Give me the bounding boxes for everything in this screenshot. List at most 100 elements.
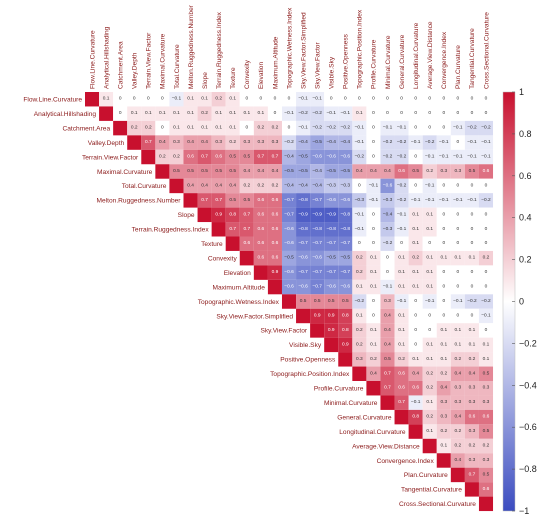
heatmap-cell xyxy=(352,222,367,237)
heatmap-cell xyxy=(408,149,423,165)
cell-value-label: 0.1 xyxy=(440,341,447,347)
heatmap-cell xyxy=(267,250,282,266)
column-label: Minimal.Curvature xyxy=(385,35,392,89)
cell-value-label: −0.3 xyxy=(383,197,393,203)
cell-value-label: 0.4 xyxy=(469,370,476,376)
color-legend: 1 0.8 0.6 0.4 0.2 0 −0.2 −0.4 −0.6 −0.8 −1 xyxy=(502,87,537,516)
cell-value-label: −0.1 xyxy=(425,154,435,160)
heatmap-cell xyxy=(464,294,479,309)
row-label: Catchment.Area xyxy=(62,125,110,132)
column-label: Catchment.Area xyxy=(117,41,124,89)
heatmap-cell xyxy=(408,409,423,425)
heatmap-cell xyxy=(253,106,268,121)
heatmap-cell xyxy=(281,135,297,150)
cell-value-label: 0 xyxy=(485,110,488,116)
cell-value-label: −0.7 xyxy=(312,197,322,203)
heatmap-cell xyxy=(281,164,297,179)
heatmap-cell xyxy=(324,236,339,251)
heatmap-cell xyxy=(197,92,212,107)
heatmap-cell xyxy=(478,438,494,454)
heatmap-cell xyxy=(408,193,423,208)
heatmap-cell xyxy=(239,92,254,107)
cell-value-label: −0.3 xyxy=(383,226,393,232)
cell-value-label: −0.1 xyxy=(383,125,393,131)
cell-value-label: 0 xyxy=(372,154,375,160)
cell-value-label: 0.9 xyxy=(272,269,279,275)
heatmap-cell xyxy=(394,323,409,338)
cell-value-label: 0.1 xyxy=(187,125,194,131)
heatmap-cell xyxy=(450,352,465,367)
cell-value-label: 0 xyxy=(471,240,474,246)
heatmap-cell xyxy=(310,323,325,338)
heatmap-cell xyxy=(450,193,465,208)
color-legend-tick-label: 0.8 xyxy=(519,129,532,139)
cell-value-label: 0.3 xyxy=(258,139,265,145)
heatmap-cell xyxy=(422,381,437,396)
heatmap-cell xyxy=(324,337,339,353)
cell-value-label: 0.1 xyxy=(469,327,476,333)
cell-value-label: −0.1 xyxy=(467,154,477,160)
heatmap-cell xyxy=(422,207,437,223)
heatmap-cell xyxy=(324,92,339,107)
column-label: General.Curvature xyxy=(399,34,406,89)
heatmap-cell xyxy=(478,366,494,381)
heatmap-cell xyxy=(324,308,339,324)
heatmap-cell xyxy=(197,135,212,150)
cell-value-label: 0.2 xyxy=(455,428,462,434)
cell-value-label: 0.5 xyxy=(483,428,490,434)
heatmap-cell xyxy=(225,106,240,121)
heatmap-cell xyxy=(450,164,465,179)
cell-value-label: −0.3 xyxy=(326,182,336,188)
cell-value-label: 0.2 xyxy=(356,341,363,347)
cell-value-label: 0 xyxy=(457,139,460,145)
cell-value-label: 0 xyxy=(386,269,389,275)
heatmap-cell xyxy=(352,265,367,280)
heatmap-cell xyxy=(338,250,353,266)
heatmap-cell xyxy=(281,120,297,136)
cell-value-label: 0.1 xyxy=(159,110,166,116)
cell-value-label: 0.2 xyxy=(426,414,433,420)
heatmap-cell xyxy=(464,250,479,266)
cell-value-label: 0.4 xyxy=(384,327,391,333)
heatmap-cell xyxy=(422,120,437,136)
heatmap-cell xyxy=(352,149,367,165)
heatmap-cell xyxy=(253,92,268,107)
cell-value-label: 0.1 xyxy=(426,399,433,405)
cell-value-label: −0.5 xyxy=(284,255,294,261)
heatmap-cell xyxy=(436,106,451,121)
heatmap-cell xyxy=(464,279,479,295)
heatmap-cell xyxy=(225,236,240,251)
heatmap-cell xyxy=(352,178,367,194)
cell-value-label: 0 xyxy=(485,96,488,102)
cell-value-label: 0.7 xyxy=(258,154,265,160)
heatmap-cell xyxy=(253,236,268,251)
heatmap-cell xyxy=(296,164,311,179)
heatmap-cell xyxy=(422,222,437,237)
heatmap-cell xyxy=(436,135,451,150)
heatmap-cell xyxy=(324,149,339,165)
cell-value-label: −0.1 xyxy=(172,96,182,102)
cell-value-label: 0.2 xyxy=(131,125,138,131)
cell-value-label: 0.1 xyxy=(398,327,405,333)
heatmap-cell xyxy=(239,106,254,121)
cell-value-label: 0.1 xyxy=(356,312,363,318)
heatmap-cell xyxy=(366,381,381,396)
cell-value-label: 0.1 xyxy=(201,125,208,131)
cell-value-label: 0.4 xyxy=(455,370,462,376)
heatmap-cell xyxy=(464,178,479,194)
heatmap-cell xyxy=(253,135,268,150)
cell-value-label: 0.1 xyxy=(440,356,447,362)
color-legend-tick-label: −0.2 xyxy=(519,338,537,348)
cell-value-label: 0 xyxy=(414,125,417,131)
row-labels: Flow.Line.Curvature Analytical.Hillshadin… xyxy=(23,97,476,509)
row-label: Profile.Curvature xyxy=(314,386,364,393)
heatmap-cell xyxy=(155,106,170,121)
cell-value-label: 0 xyxy=(386,96,389,102)
heatmap-cell xyxy=(281,294,297,309)
heatmap-cell xyxy=(422,193,437,208)
cell-value-label: 0.7 xyxy=(398,399,405,405)
heatmap-cell xyxy=(380,294,395,309)
cell-value-label: −0.6 xyxy=(284,284,294,290)
color-legend-tick-label: 0.6 xyxy=(519,171,532,181)
heatmap-cell xyxy=(464,337,479,353)
